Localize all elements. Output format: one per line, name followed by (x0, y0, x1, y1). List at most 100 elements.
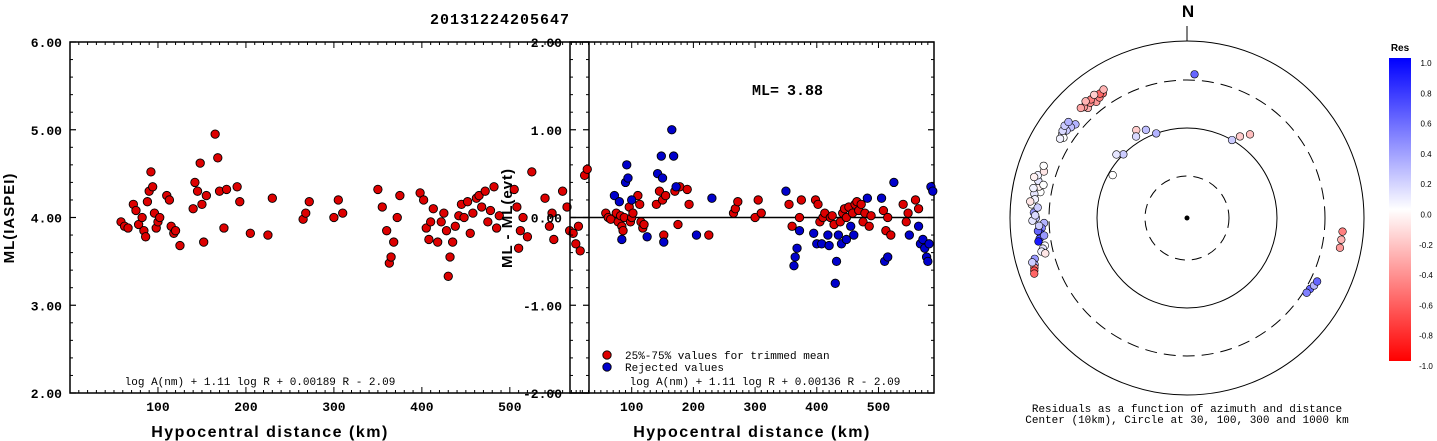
x-tick-label: 200 (234, 400, 258, 415)
polar-point (1041, 249, 1050, 258)
polar-point (1055, 134, 1065, 143)
ml-value-annotation: ML= 3.88 (752, 83, 823, 100)
data-point (923, 256, 933, 267)
data-point (784, 199, 794, 209)
data-point (513, 243, 524, 253)
data-point (428, 204, 438, 214)
data-point (483, 217, 493, 227)
data-point (660, 190, 671, 201)
data-point (175, 240, 185, 251)
data-point (684, 199, 694, 209)
polar-point (1081, 97, 1090, 106)
data-point (682, 184, 692, 195)
data-point (789, 261, 799, 271)
data-point (219, 223, 229, 233)
plot1-points (116, 129, 592, 281)
azimuth-residual-polar-plot: N Residuals as a function of azimuth and… (1009, 2, 1365, 427)
data-point (377, 202, 387, 212)
data-point (210, 129, 220, 139)
data-point (480, 186, 490, 196)
plot1-formula: log A(nm) + 1.11 log R + 0.00189 R - 2.0… (125, 377, 396, 389)
figure-title: 20131224205647 (430, 12, 570, 29)
data-point (733, 197, 743, 207)
polar-point (1099, 85, 1108, 94)
data-point (421, 223, 431, 233)
legend-label-rejected: Rejected values (625, 363, 724, 375)
data-point (549, 234, 559, 245)
polar-center-dot (1184, 215, 1190, 221)
y-tick-label: 1.00 (531, 124, 562, 139)
data-point (918, 234, 928, 245)
data-point (886, 230, 896, 240)
y-tick-label: 2.00 (531, 36, 562, 51)
data-point (781, 186, 791, 196)
data-point (756, 208, 766, 218)
data-point (883, 252, 893, 262)
data-point (245, 228, 255, 238)
y-tick-label: 4.00 (31, 212, 62, 227)
data-point (827, 211, 837, 221)
data-point (833, 230, 844, 240)
plot2-x-axis: 100 200 300 400 500 (575, 42, 929, 415)
colorbar-ticks: 1.0 0.8 0.6 0.4 0.2 0.0 -0.2 -0.4 -0.6 -0.8 -1.0 (1419, 59, 1433, 371)
data-point (635, 199, 645, 209)
data-point (858, 217, 868, 227)
polar-point (1227, 135, 1237, 145)
polar-point (1028, 258, 1037, 267)
data-point (459, 212, 469, 223)
data-point (668, 151, 679, 161)
data-point (439, 208, 449, 218)
x-tick-label: 100 (146, 400, 170, 415)
plot1-x-axis-label: Hypocentral distance (km) (151, 424, 389, 441)
data-point (468, 208, 478, 218)
data-point (883, 212, 893, 223)
data-point (659, 237, 669, 247)
residual-colorbar: Res 1.0 0.8 0.6 0.4 0.2 0.0 -0.2 -0.4 -0.6 -0.8 -1… (1389, 43, 1433, 371)
plot2-x-axis-label: Hypocentral distance (km) (633, 424, 871, 441)
data-point (301, 208, 311, 218)
data-point (450, 221, 460, 231)
polar-point (1245, 130, 1255, 139)
y-tick-label: -2.00 (523, 387, 562, 402)
polar-point (1040, 231, 1049, 240)
plot1-x-axis: 100 200 300 400 500 (78, 42, 581, 415)
data-point (903, 208, 913, 218)
data-point (846, 221, 856, 231)
polar-circle-300km (1048, 79, 1326, 357)
plot2-points (601, 125, 938, 288)
polar-point (1335, 243, 1345, 252)
ml-iaspei-scatter-plot: 2.00 3.00 4.00 5.00 6.00 100 200 300 400 500 log… (1, 36, 592, 441)
colorbar-tick-label: 0.0 (1420, 211, 1432, 220)
data-point (889, 177, 899, 188)
polar-circle-30km (1144, 175, 1230, 261)
data-point (849, 230, 859, 240)
data-point (901, 217, 911, 227)
data-point (794, 226, 805, 236)
data-point (654, 186, 665, 196)
data-point (512, 202, 522, 212)
legend-marker-trimmed (602, 350, 612, 360)
x-tick-label: 400 (410, 400, 434, 415)
data-point (639, 219, 649, 230)
data-point (562, 202, 572, 212)
colorbar-tick-label: 0.8 (1420, 89, 1432, 98)
data-point (787, 221, 797, 231)
data-point (436, 217, 446, 227)
data-point (389, 237, 399, 247)
data-point (263, 230, 273, 240)
plot2-legend: 25%-75% values for trimmed mean Rejected… (602, 350, 830, 375)
data-point (195, 158, 205, 168)
x-tick-label: 100 (620, 400, 644, 415)
data-point (474, 190, 484, 201)
data-point (651, 199, 662, 209)
data-point (197, 199, 207, 209)
colorbar-tick-label: 0.4 (1420, 150, 1432, 159)
data-point (582, 164, 592, 174)
data-point (485, 205, 496, 216)
y-tick-label: 0.00 (531, 212, 562, 227)
data-point (235, 197, 245, 207)
data-point (392, 212, 402, 223)
colorbar-tick-label: -0.6 (1419, 301, 1433, 310)
colorbar-tick-label: 0.2 (1420, 180, 1432, 189)
data-point (830, 278, 840, 288)
